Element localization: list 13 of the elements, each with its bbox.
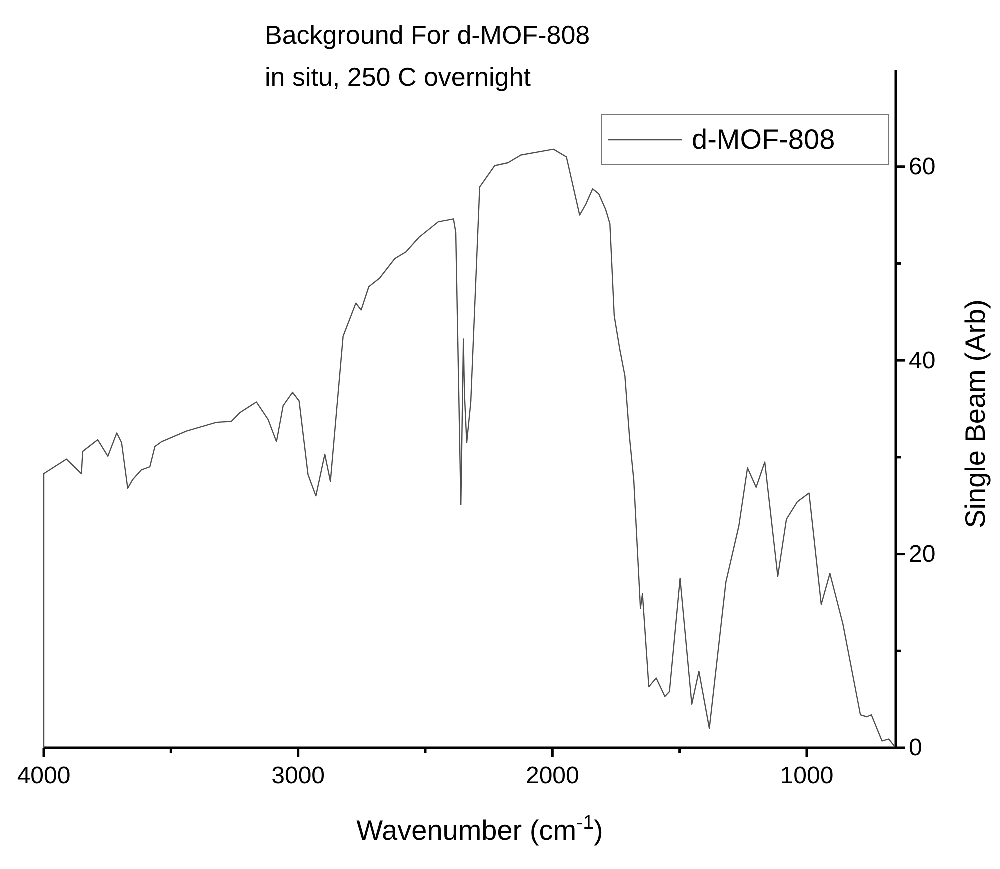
chart-subtitle: in situ, 250 C overnight <box>265 62 532 92</box>
y-axis-title: Single Beam (Arb) <box>960 300 991 528</box>
y-tick-label: 20 <box>909 540 936 568</box>
chart-title: Background For d-MOF-808 <box>265 20 590 50</box>
legend-label: d-MOF-808 <box>692 124 836 155</box>
x-tick-label: 1000 <box>780 762 834 790</box>
x-tick-label: 3000 <box>272 762 326 790</box>
y-tick-label: 40 <box>909 347 936 374</box>
x-tick-label: 4000 <box>17 762 71 790</box>
x-tick-label: 2000 <box>526 762 580 790</box>
x-axis-title: Wavenumber (cm$^{-1}$) <box>356 812 604 846</box>
y-tick-label: 0 <box>909 734 922 762</box>
y-tick-label: 60 <box>909 154 936 181</box>
